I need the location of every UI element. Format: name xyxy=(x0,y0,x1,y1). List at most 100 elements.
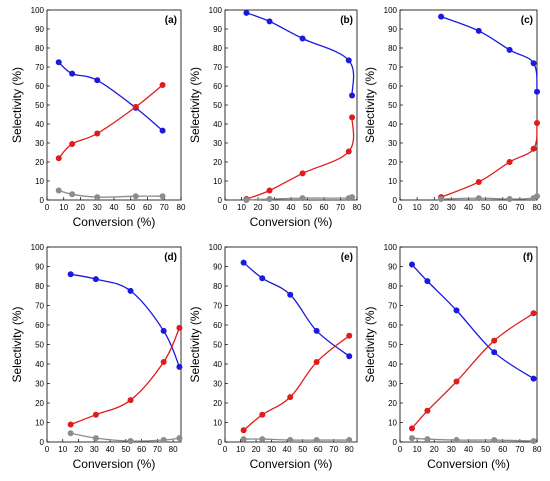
y-tick-label: 20 xyxy=(213,158,222,167)
y-tick-label: 40 xyxy=(35,120,44,129)
y-tick-label: 10 xyxy=(35,177,44,186)
series-gray-point xyxy=(438,196,445,203)
series-red-point xyxy=(160,359,167,366)
x-tick-label: 50 xyxy=(481,203,490,212)
series-gray-point xyxy=(534,193,540,200)
series-gray-point xyxy=(453,437,460,444)
y-tick-label: 90 xyxy=(388,25,397,34)
chart-panel-4: 0 10 20 30 40 50 60 70 80 0 10 20 30 40 50 60 70 80 90 100 C… xyxy=(188,243,358,471)
x-tick-label: 40 xyxy=(106,445,115,454)
series-red-point xyxy=(159,82,166,89)
x-tick-label: 60 xyxy=(143,203,152,212)
y-tick-label: 80 xyxy=(35,44,44,53)
x-tick-label: 60 xyxy=(320,203,329,212)
y-tick-label: 60 xyxy=(388,321,397,330)
y-tick-label: 20 xyxy=(35,399,44,408)
y-tick-label: 100 xyxy=(31,243,45,252)
plot-frame xyxy=(46,246,182,443)
series-red-point xyxy=(313,359,320,366)
x-axis-label: Conversion (%) xyxy=(250,215,333,229)
panel-label: (e) xyxy=(341,252,353,263)
series-blue-line xyxy=(246,12,355,96)
x-tick-label: 0 xyxy=(45,203,50,212)
plot-frame xyxy=(224,9,358,201)
x-tick-label: 60 xyxy=(137,445,146,454)
series-gray-point xyxy=(266,196,273,203)
y-tick-label: 30 xyxy=(35,380,44,389)
y-tick-label: 10 xyxy=(213,419,222,428)
plot-frame xyxy=(399,246,538,443)
series-blue-point xyxy=(530,60,537,67)
series-blue-point xyxy=(243,9,250,16)
x-tick-label: 30 xyxy=(90,445,99,454)
series-red-point xyxy=(424,407,431,414)
series-blue-point xyxy=(345,57,352,64)
series-red-point xyxy=(491,337,498,344)
x-tick-label: 10 xyxy=(236,445,245,454)
series-gray-point xyxy=(127,438,134,445)
series-blue-point xyxy=(240,259,247,266)
series-red-line xyxy=(440,122,538,198)
series-blue-line xyxy=(243,262,350,357)
y-tick-label: 20 xyxy=(388,158,397,167)
series-blue-point xyxy=(424,278,431,285)
series-blue-point xyxy=(299,35,306,42)
series-blue-point xyxy=(159,127,166,134)
chart-panel-1: 0 10 20 30 40 50 60 70 80 0 10 20 30 40 50 60 70 80 90 100 C… xyxy=(188,6,362,229)
series-blue-point xyxy=(438,13,445,20)
series-blue-point xyxy=(92,276,99,283)
series-gray-point xyxy=(69,191,76,198)
y-tick-label: 0 xyxy=(218,196,223,205)
y-tick-label: 80 xyxy=(388,282,397,291)
x-tick-label: 0 xyxy=(223,203,228,212)
x-tick-label: 70 xyxy=(515,445,524,454)
y-tick-label: 30 xyxy=(213,380,222,389)
series-red-line xyxy=(70,327,181,426)
y-tick-label: 40 xyxy=(213,360,222,369)
y-tick-label: 40 xyxy=(388,360,397,369)
y-tick-label: 60 xyxy=(213,321,222,330)
y-tick-label: 100 xyxy=(384,6,398,15)
y-tick-label: 90 xyxy=(213,25,222,34)
x-tick-label: 10 xyxy=(59,203,68,212)
x-tick-label: 70 xyxy=(329,445,338,454)
y-tick-label: 50 xyxy=(213,101,222,110)
series-gray-point xyxy=(159,193,166,200)
y-tick-label: 90 xyxy=(213,263,222,272)
y-tick-label: 40 xyxy=(35,360,44,369)
x-axis-label: Conversion (%) xyxy=(73,215,156,229)
x-tick-label: 80 xyxy=(533,445,542,454)
series-blue-point xyxy=(408,261,415,268)
panel-label: (a) xyxy=(165,15,177,26)
y-tick-label: 80 xyxy=(213,44,222,53)
y-tick-label: 80 xyxy=(388,44,397,53)
y-tick-label: 100 xyxy=(209,6,223,15)
y-tick-label: 10 xyxy=(388,419,397,428)
y-tick-label: 10 xyxy=(388,177,397,186)
y-tick-label: 50 xyxy=(388,341,397,350)
series-red-point xyxy=(176,324,183,331)
x-tick-label: 70 xyxy=(153,445,162,454)
series-gray-point xyxy=(506,196,513,203)
y-tick-label: 50 xyxy=(35,341,44,350)
series-gray-point xyxy=(240,436,247,443)
series-blue-point xyxy=(160,327,167,334)
y-tick-label: 10 xyxy=(35,419,44,428)
x-tick-label: 0 xyxy=(223,445,228,454)
x-tick-label: 40 xyxy=(287,203,296,212)
y-tick-label: 50 xyxy=(35,101,44,110)
y-tick-label: 80 xyxy=(35,282,44,291)
series-red-point xyxy=(92,411,99,418)
series-red-point xyxy=(346,332,353,339)
series-blue-point xyxy=(287,291,294,298)
series-blue-line xyxy=(70,273,181,368)
y-tick-label: 90 xyxy=(388,263,397,272)
x-tick-label: 40 xyxy=(464,203,473,212)
series-gray-point xyxy=(313,437,320,444)
y-axis-label: Selectivity (%) xyxy=(188,67,202,143)
series-blue-point xyxy=(491,349,498,356)
x-tick-label: 20 xyxy=(254,203,263,212)
series-red-point xyxy=(530,310,537,317)
chart-panel-3: 0 10 20 30 40 50 60 70 80 0 10 20 30 40 50 60 70 80 90 100 C… xyxy=(10,243,183,471)
x-tick-label: 50 xyxy=(481,445,490,454)
